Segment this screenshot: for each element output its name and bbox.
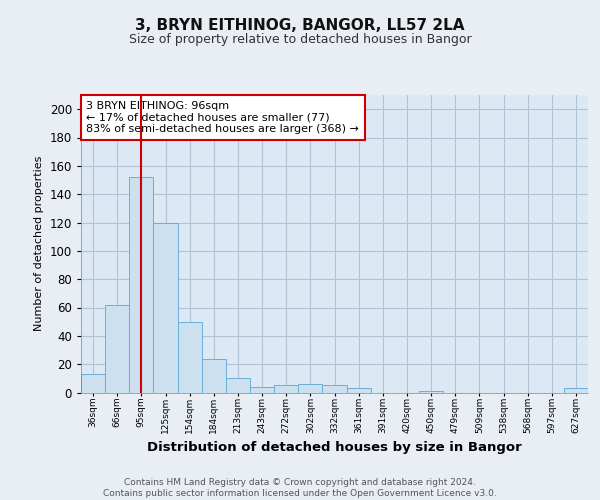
- Bar: [250, 387, 274, 392]
- Bar: [178, 322, 202, 392]
- Bar: [226, 378, 250, 392]
- Bar: [105, 304, 129, 392]
- Bar: [154, 222, 178, 392]
- Y-axis label: Number of detached properties: Number of detached properties: [34, 156, 44, 332]
- Text: Size of property relative to detached houses in Bangor: Size of property relative to detached ho…: [128, 32, 472, 46]
- X-axis label: Distribution of detached houses by size in Bangor: Distribution of detached houses by size …: [147, 442, 522, 454]
- Bar: [202, 358, 226, 392]
- Bar: [322, 386, 347, 392]
- Bar: [298, 384, 322, 392]
- Bar: [419, 391, 443, 392]
- Text: 3, BRYN EITHINOG, BANGOR, LL57 2LA: 3, BRYN EITHINOG, BANGOR, LL57 2LA: [135, 18, 465, 32]
- Text: Contains HM Land Registry data © Crown copyright and database right 2024.
Contai: Contains HM Land Registry data © Crown c…: [103, 478, 497, 498]
- Bar: [347, 388, 371, 392]
- Bar: [81, 374, 105, 392]
- Bar: [274, 386, 298, 392]
- Bar: [129, 177, 154, 392]
- Bar: [564, 388, 588, 392]
- Text: 3 BRYN EITHINOG: 96sqm
← 17% of detached houses are smaller (77)
83% of semi-det: 3 BRYN EITHINOG: 96sqm ← 17% of detached…: [86, 101, 359, 134]
